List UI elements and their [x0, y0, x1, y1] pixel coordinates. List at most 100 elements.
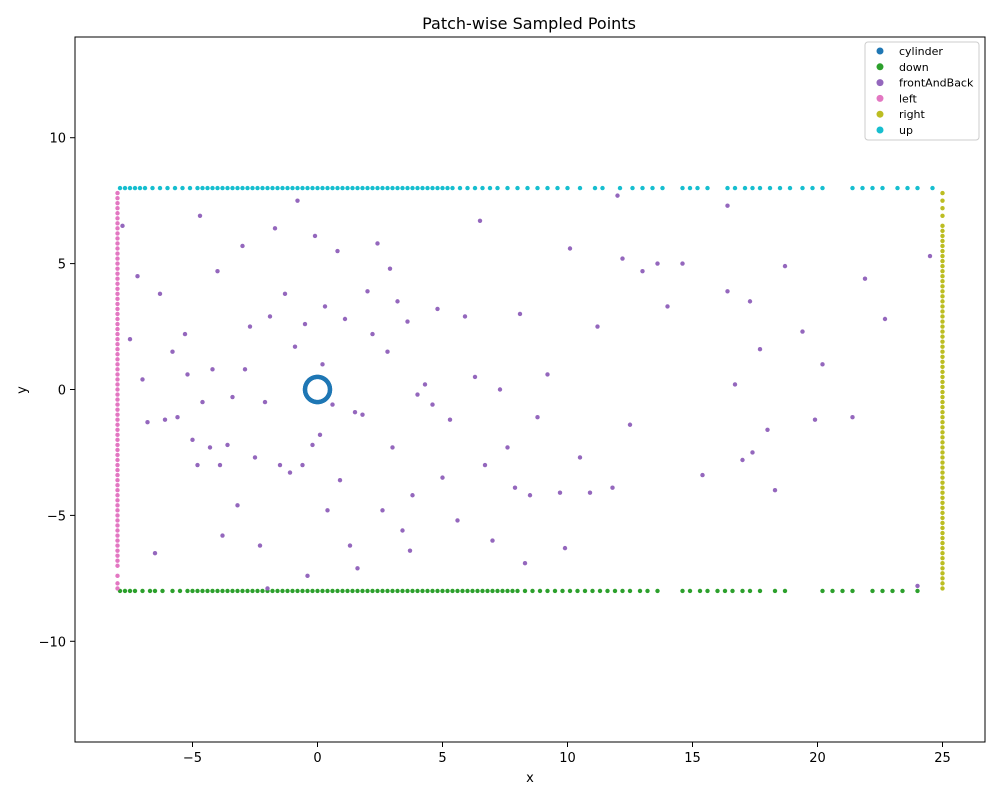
data-point — [655, 588, 660, 594]
data-point — [337, 477, 343, 483]
data-point — [772, 488, 778, 493]
data-point — [940, 190, 945, 196]
data-point — [115, 407, 120, 412]
data-point — [940, 561, 945, 566]
data-point — [940, 545, 945, 551]
data-point — [472, 185, 478, 191]
data-point — [940, 324, 945, 329]
data-point — [940, 485, 945, 490]
data-point — [115, 331, 120, 337]
data-point — [360, 185, 365, 191]
data-point — [687, 185, 693, 191]
data-point — [240, 243, 245, 249]
data-point — [327, 387, 333, 393]
data-point — [115, 432, 120, 438]
data-point — [515, 185, 520, 191]
data-point — [940, 394, 945, 400]
data-point — [557, 490, 563, 495]
data-point — [787, 185, 793, 191]
data-point — [405, 588, 410, 594]
data-point — [255, 588, 260, 594]
data-point — [115, 316, 120, 322]
data-point — [230, 185, 235, 191]
data-point — [505, 445, 510, 450]
data-point — [115, 352, 120, 357]
data-point — [225, 442, 230, 448]
data-point — [305, 588, 310, 594]
data-point — [535, 185, 540, 191]
data-point — [115, 226, 120, 231]
data-point — [260, 588, 265, 594]
data-point — [730, 588, 735, 594]
data-point — [140, 377, 145, 382]
data-point — [115, 392, 120, 397]
data-point — [115, 457, 120, 463]
data-point — [927, 253, 933, 259]
data-point — [115, 553, 120, 558]
data-point — [477, 218, 483, 223]
data-point — [430, 185, 435, 191]
data-point — [725, 185, 730, 191]
data-point — [115, 477, 120, 483]
data-point — [162, 417, 168, 422]
data-point — [645, 588, 650, 594]
x-tick-label: 15 — [684, 751, 701, 766]
data-point — [132, 588, 138, 594]
data-point — [940, 334, 945, 339]
data-point — [405, 319, 410, 324]
data-point — [435, 588, 440, 594]
data-point — [800, 329, 805, 334]
data-point — [940, 415, 945, 420]
data-point — [115, 467, 120, 473]
data-point — [267, 314, 273, 319]
data-point — [732, 382, 738, 387]
series-right — [940, 190, 945, 591]
data-point — [335, 185, 340, 191]
data-point — [157, 185, 163, 191]
data-point — [940, 490, 945, 495]
data-point — [425, 588, 430, 594]
data-point — [115, 503, 120, 508]
data-point — [940, 233, 945, 239]
data-point — [230, 588, 235, 594]
data-point — [725, 289, 730, 294]
data-point — [545, 185, 550, 191]
data-point — [115, 341, 120, 347]
data-point — [940, 520, 945, 526]
data-point — [115, 291, 120, 297]
data-point — [127, 185, 133, 191]
data-point — [407, 548, 413, 553]
legend-marker — [876, 94, 884, 102]
data-point — [152, 588, 158, 594]
data-point — [940, 206, 945, 211]
legend-marker — [876, 47, 884, 55]
data-point — [940, 198, 945, 203]
data-point — [940, 399, 945, 405]
data-point — [115, 548, 120, 553]
data-point — [660, 185, 665, 191]
data-point — [620, 588, 625, 594]
data-point — [115, 241, 120, 246]
data-point — [627, 588, 633, 594]
data-point — [115, 513, 120, 518]
data-point — [115, 251, 120, 256]
data-point — [272, 226, 278, 231]
data-point — [715, 588, 720, 594]
data-point — [560, 588, 565, 594]
data-point — [145, 420, 150, 425]
data-point — [115, 422, 120, 427]
data-point — [440, 185, 445, 191]
data-point — [940, 530, 945, 536]
data-point — [940, 314, 945, 319]
data-point — [352, 409, 358, 415]
data-point — [410, 493, 415, 498]
data-point — [340, 185, 345, 191]
data-point — [810, 185, 815, 191]
data-point — [940, 404, 945, 410]
data-point — [385, 349, 390, 354]
data-point — [115, 397, 120, 402]
data-point — [940, 364, 945, 370]
data-point — [605, 588, 610, 594]
data-point — [515, 588, 520, 594]
data-point — [287, 470, 293, 475]
